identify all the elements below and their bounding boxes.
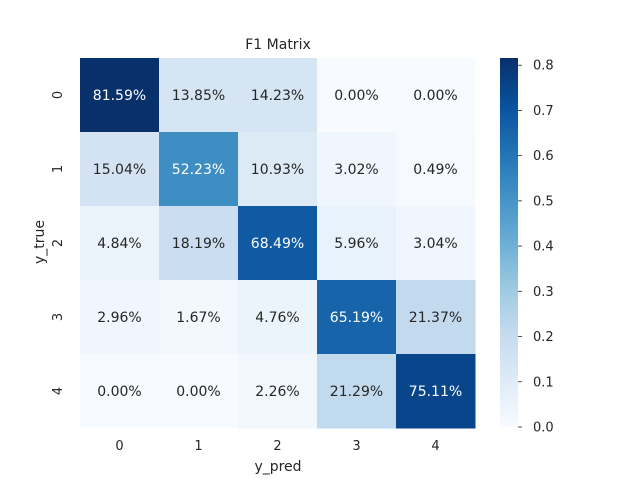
y-axis-ticks: 0 1 2 3 4 xyxy=(51,91,66,395)
cell-value-label: 4.84% xyxy=(97,236,141,252)
cell-value-label: 65.19% xyxy=(330,310,383,326)
heatmap-cell xyxy=(80,132,160,207)
heatmap-cell xyxy=(396,280,476,355)
cell-value-label: 5.96% xyxy=(334,236,378,252)
y-tick-label: 2 xyxy=(51,239,66,247)
x-tick-label: 4 xyxy=(431,439,439,454)
cell-value-label: 68.49% xyxy=(251,236,304,252)
heatmap-cell xyxy=(238,354,318,429)
cell-value-label: 3.02% xyxy=(334,162,378,178)
colorbar-tick-label: 0.3 xyxy=(533,285,554,300)
x-axis-label: y_pred xyxy=(254,459,301,475)
heatmap-cell xyxy=(396,58,476,133)
x-tick-label: 2 xyxy=(273,439,281,454)
colorbar xyxy=(500,58,518,427)
cell-value-label: 52.23% xyxy=(172,162,225,178)
cell-value-label: 21.29% xyxy=(330,384,383,400)
colorbar-tick-label: 0.6 xyxy=(533,149,554,164)
cell-value-label: 14.23% xyxy=(251,88,304,104)
cell-value-label: 0.00% xyxy=(97,384,141,400)
heatmap-cell xyxy=(317,206,397,281)
colorbar-tick-label: 0.1 xyxy=(533,375,554,390)
cell-value-label: 13.85% xyxy=(172,88,225,104)
cell-value-label: 10.93% xyxy=(251,162,304,178)
y-tick-label: 1 xyxy=(51,165,66,173)
heatmap-cell xyxy=(238,58,318,133)
heatmap-cell xyxy=(80,206,160,281)
y-tick-label: 4 xyxy=(51,387,66,395)
colorbar-tick-label: 0.5 xyxy=(533,194,554,209)
heatmap-cell xyxy=(238,280,318,355)
heatmap-cell xyxy=(159,280,239,355)
heatmap-cell xyxy=(80,280,160,355)
heatmap-cell xyxy=(80,58,160,133)
heatmap-cell xyxy=(396,132,476,207)
colorbar-tick-label: 0.8 xyxy=(533,59,554,74)
cell-value-label: 15.04% xyxy=(93,162,146,178)
cell-value-label: 1.67% xyxy=(176,310,220,326)
y-axis-label: y_true xyxy=(32,220,48,264)
cell-value-label: 75.11% xyxy=(409,384,462,400)
heatmap-cell xyxy=(317,132,397,207)
heatmap-cell xyxy=(317,58,397,133)
heatmap-cell xyxy=(80,354,160,429)
cell-value-label: 0.00% xyxy=(176,384,220,400)
colorbar-tick-label: 0.2 xyxy=(533,330,554,345)
heatmap-cell xyxy=(159,132,239,207)
heatmap-cell xyxy=(238,206,318,281)
heatmap-cell xyxy=(159,58,239,133)
x-axis-ticks: 0 1 2 3 4 xyxy=(115,439,439,454)
colorbar-ticks: 0.0 0.1 0.2 0.3 0.4 0.5 0.6 0.7 0.8 xyxy=(518,59,554,436)
heatmap-cell xyxy=(159,354,239,429)
heatmap-cell xyxy=(159,206,239,281)
colorbar-tick-label: 0.4 xyxy=(533,240,554,255)
colorbar-tick-label: 0.0 xyxy=(533,421,554,436)
cell-value-label: 21.37% xyxy=(409,310,462,326)
cell-value-label: 18.19% xyxy=(172,236,225,252)
x-tick-label: 1 xyxy=(194,439,202,454)
cell-value-label: 0.00% xyxy=(334,88,378,104)
heatmap-cell-labels: 81.59% 13.85% 14.23% 0.00% 0.00% 15.04% 52.23%… xyxy=(93,88,462,400)
y-tick-label: 0 xyxy=(51,91,66,99)
cell-value-label: 81.59% xyxy=(93,88,146,104)
heatmap-cells xyxy=(80,58,476,429)
cell-value-label: 4.76% xyxy=(255,310,299,326)
x-tick-label: 0 xyxy=(115,439,123,454)
x-tick-label: 3 xyxy=(352,439,360,454)
cell-value-label: 0.00% xyxy=(413,88,457,104)
y-tick-label: 3 xyxy=(51,313,66,321)
chart-title: F1 Matrix xyxy=(245,37,311,53)
cell-value-label: 2.26% xyxy=(255,384,299,400)
colorbar-tick-label: 0.7 xyxy=(533,104,554,119)
cell-value-label: 2.96% xyxy=(97,310,141,326)
heatmap-cell xyxy=(396,354,476,429)
cell-value-label: 3.04% xyxy=(413,236,457,252)
heatmap-cell xyxy=(396,206,476,281)
heatmap-cell xyxy=(317,280,397,355)
cell-value-label: 0.49% xyxy=(413,162,457,178)
heatmap-cell xyxy=(317,354,397,429)
heatmap-cell xyxy=(238,132,318,207)
